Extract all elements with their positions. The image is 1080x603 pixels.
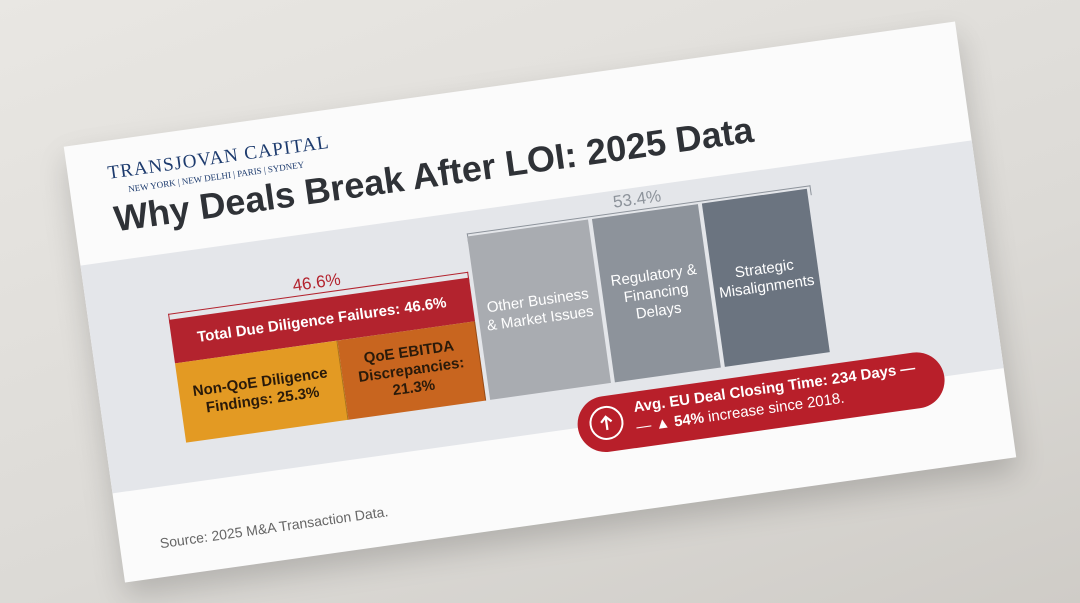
callout: Avg. EU Deal Closing Time: 234 Days — — …	[574, 348, 949, 456]
arrow-icon	[587, 403, 626, 443]
callout-prefix: — ▲	[635, 414, 672, 436]
segment: Strategic Misalignments	[701, 188, 830, 367]
callout-highlight: 54%	[673, 409, 706, 431]
segment: Regulatory & Financing Delays	[591, 204, 721, 383]
segment: Other Business & Market Issues	[467, 219, 611, 400]
card: TRANSJOVAN CAPITAL NEW YORK | NEW DELHI …	[63, 21, 1017, 583]
source: Source: 2025 M&A Transaction Data.	[158, 503, 390, 552]
